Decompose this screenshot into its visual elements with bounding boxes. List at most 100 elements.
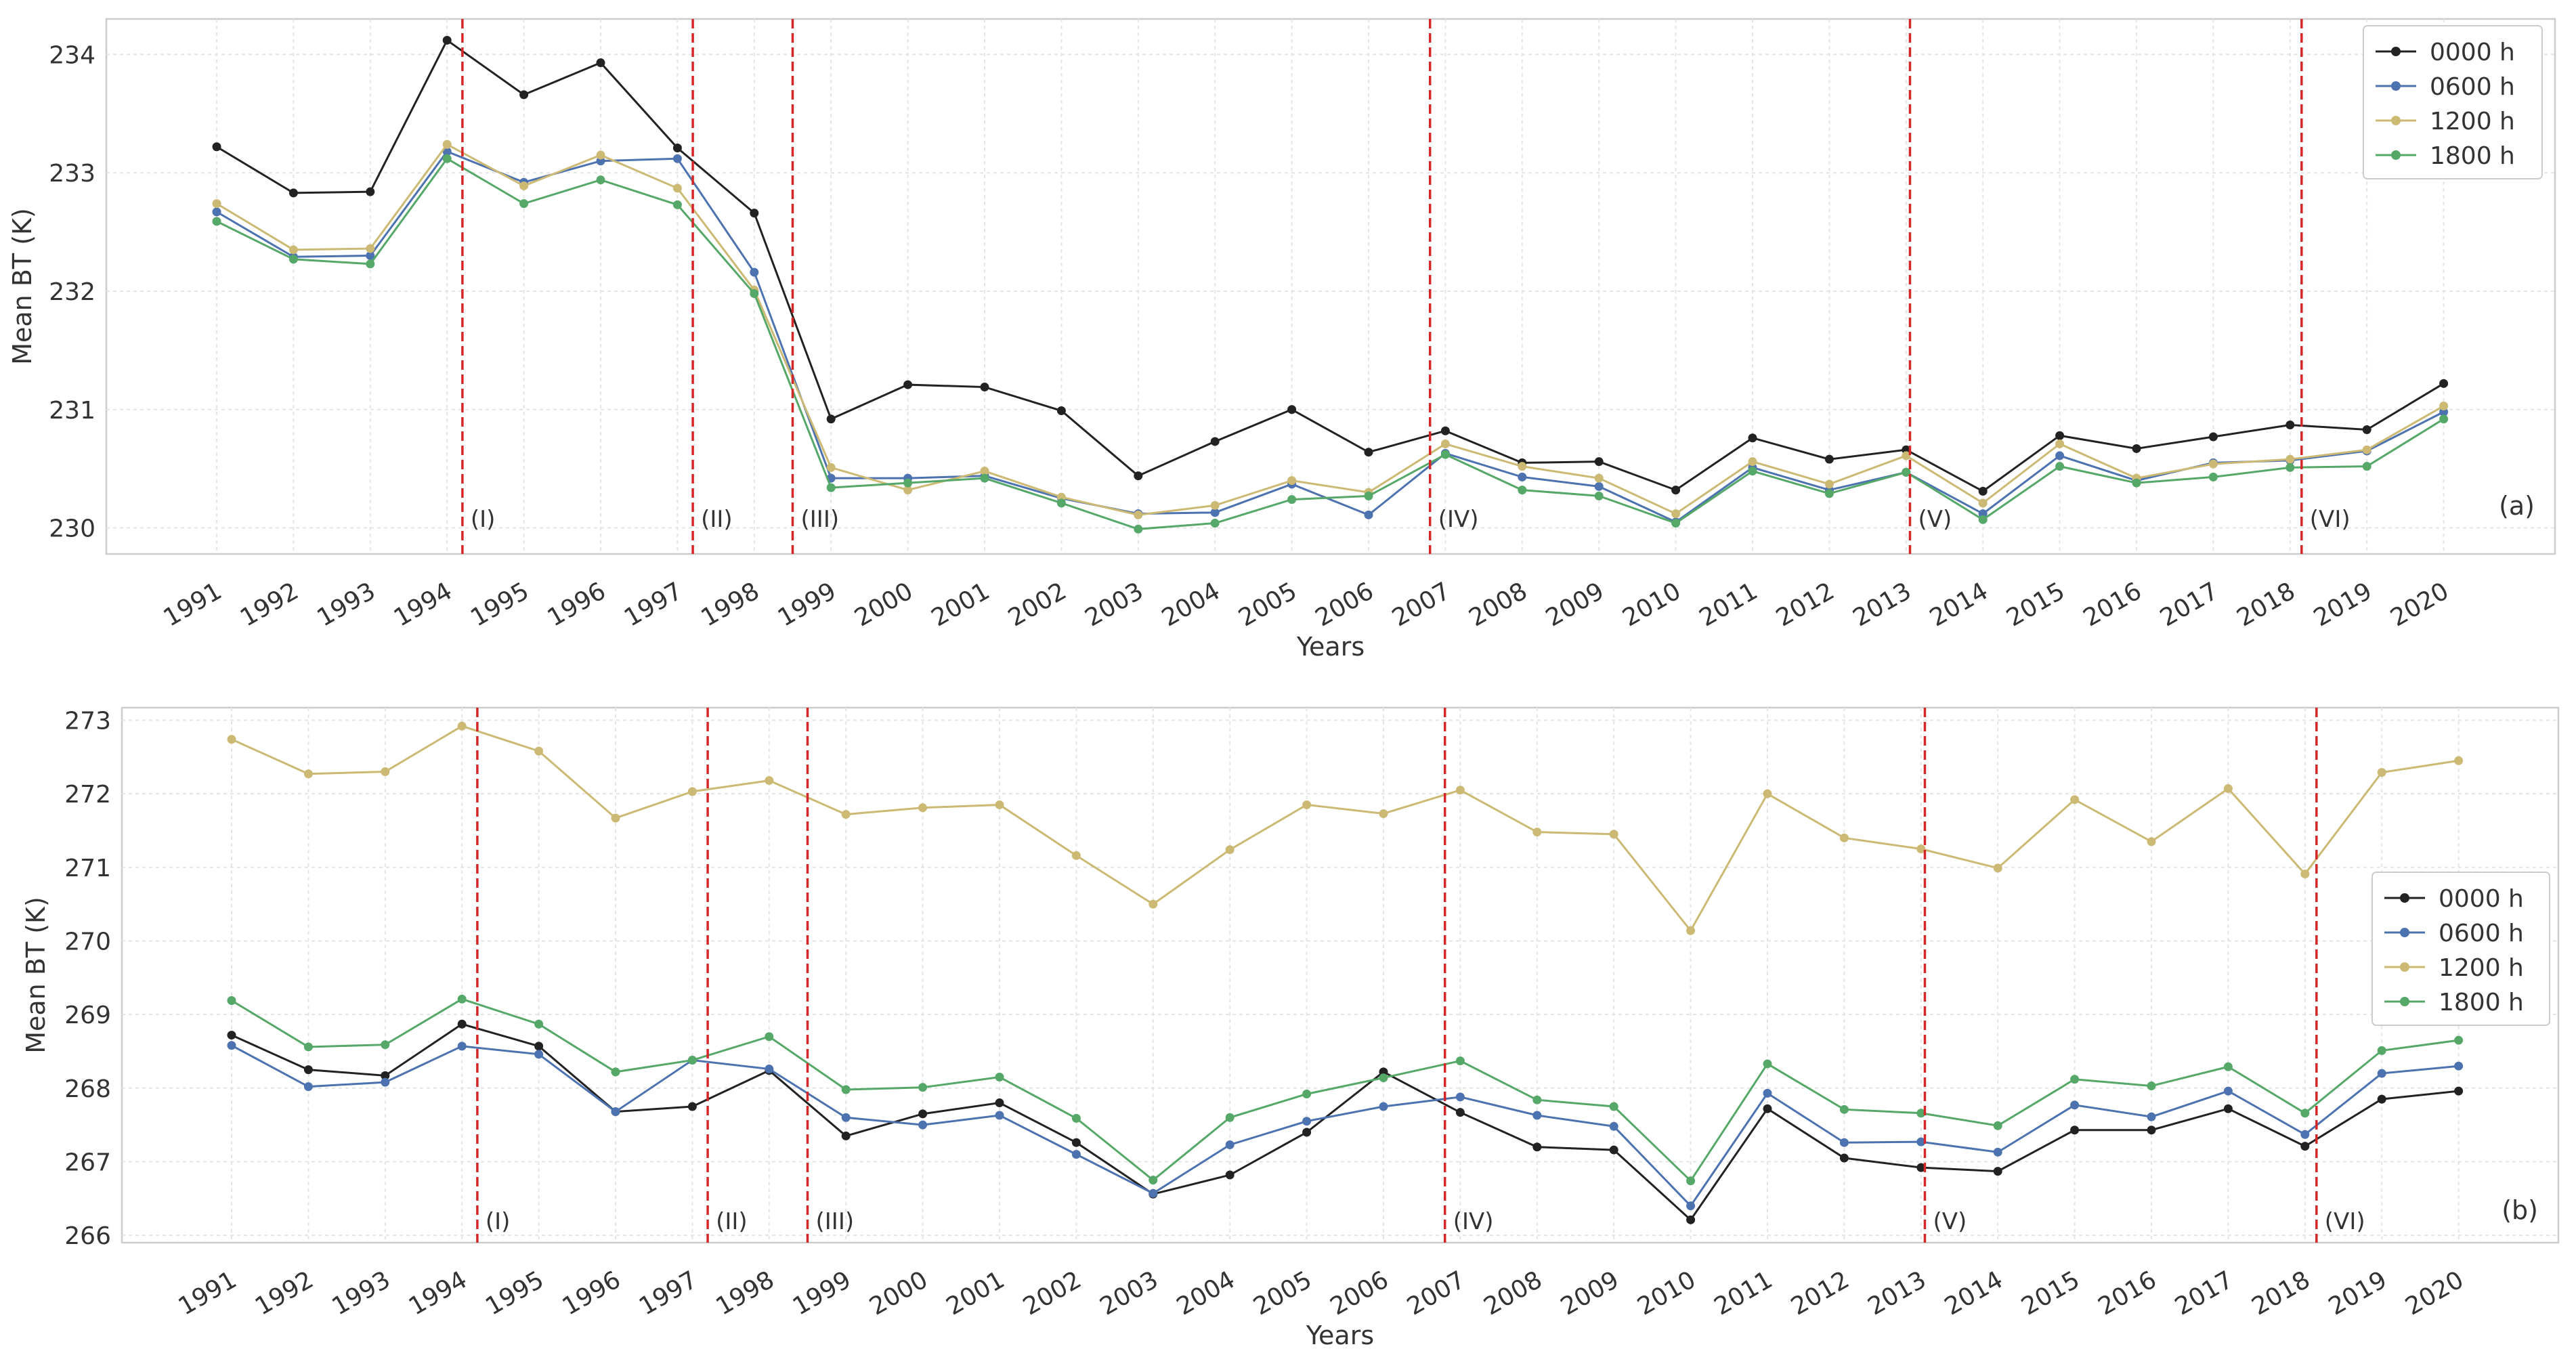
data-point [1518, 486, 1527, 495]
data-point [1594, 491, 1604, 500]
x-tick-label: 2016 [2079, 577, 2147, 632]
event-label: (III) [801, 506, 840, 533]
x-tick-label: 2000 [850, 577, 918, 632]
event-label: (II) [701, 506, 733, 533]
data-point [2055, 439, 2065, 448]
data-point [303, 1065, 313, 1075]
data-point [841, 810, 851, 819]
series-line-0600-h [231, 1044, 2459, 1208]
x-tick-label: 2004 [1172, 1266, 1240, 1321]
legend-entry: 1200 h [2430, 108, 2515, 135]
data-point [227, 1041, 236, 1050]
data-point [457, 1042, 467, 1051]
series-line-0000-h [216, 39, 2445, 493]
data-point [2362, 425, 2371, 434]
x-tick-label: 1994 [404, 1266, 472, 1321]
x-tick-label: 2009 [1556, 1266, 1624, 1321]
chart-panel-b: 266 267 268 269 270 271 272 273 1991 1992 1993 1994… [21, 706, 2560, 1350]
data-point [1287, 495, 1297, 505]
data-point [212, 199, 221, 209]
data-point [1379, 809, 1388, 818]
x-tick-label: 1993 [312, 577, 380, 632]
data-point [2223, 1062, 2233, 1071]
x-tick-label: 2006 [1311, 577, 1379, 632]
data-point [611, 813, 620, 823]
data-point [1518, 462, 1527, 471]
x-tick-label: 2017 [2155, 577, 2223, 632]
y-tick-label: 267 [64, 1149, 111, 1176]
x-tick-label: 2010 [1633, 1266, 1700, 1321]
data-point [303, 1042, 313, 1052]
data-point [1225, 1170, 1235, 1180]
data-point [1225, 1140, 1235, 1149]
y-tick-label: 268 [64, 1075, 111, 1103]
y-tick-label: 269 [64, 1002, 111, 1029]
data-point [980, 383, 989, 392]
data-point [1902, 467, 1911, 477]
data-point [2285, 420, 2295, 429]
data-point [1993, 1167, 2002, 1176]
data-point [534, 746, 544, 756]
data-point [980, 473, 989, 483]
data-point [303, 769, 313, 779]
data-point [2055, 462, 2065, 471]
data-point [1748, 457, 1757, 467]
data-point [1149, 1176, 1158, 1185]
data-point [841, 1085, 851, 1094]
data-point [672, 184, 682, 193]
event-label: (V) [1933, 1208, 1967, 1235]
data-point [1134, 471, 1143, 481]
data-point [381, 1040, 390, 1050]
data-point [2300, 1109, 2310, 1118]
series-line-1800-h [231, 998, 2459, 1183]
x-tick-label: 2011 [1710, 1266, 1778, 1321]
data-point [765, 1065, 774, 1074]
series-line-1800-h [216, 157, 2445, 530]
data-point [2439, 414, 2449, 424]
x-tick-label: 2003 [1095, 1266, 1163, 1321]
data-point [903, 486, 913, 495]
legend-entry: 0600 h [2439, 920, 2524, 947]
data-point [1302, 1128, 1312, 1137]
data-point [227, 995, 236, 1005]
data-point [995, 1098, 1004, 1108]
data-point [1978, 498, 1988, 508]
data-point [1532, 828, 1542, 837]
x-tick-label: 2008 [1464, 577, 1532, 632]
data-point [2070, 795, 2080, 805]
data-point [1379, 1102, 1388, 1111]
legend-entry: 1200 h [2439, 954, 2524, 982]
legend-entry: 0000 h [2439, 885, 2524, 913]
x-tick-label: 2016 [2094, 1266, 2162, 1321]
data-point [227, 1031, 236, 1040]
data-point [1210, 519, 1220, 528]
data-point [2377, 1046, 2386, 1055]
data-point [1440, 439, 1450, 448]
data-point [1839, 833, 1849, 842]
event-label: (II) [716, 1208, 748, 1235]
plot-area [121, 706, 2560, 1244]
data-point [596, 150, 605, 160]
y-tick-label: 266 [64, 1222, 111, 1250]
data-point [1839, 1153, 1849, 1163]
data-point [2055, 431, 2065, 440]
data-point [2439, 379, 2449, 388]
data-point [1532, 1111, 1542, 1120]
x-tick-label: 2015 [2017, 1266, 2084, 1321]
data-point [519, 90, 529, 100]
data-point [1671, 519, 1681, 528]
data-point [2362, 445, 2371, 454]
data-point [1364, 510, 1373, 519]
x-tick-label: 1997 [620, 577, 687, 632]
data-point [2454, 756, 2464, 765]
data-point [903, 380, 913, 389]
data-point [1210, 500, 1220, 510]
event-label: (I) [471, 506, 496, 533]
data-point [1532, 1095, 1542, 1105]
x-tick-label: 2005 [1249, 1266, 1316, 1321]
data-point [1056, 406, 1066, 416]
data-point [1134, 510, 1143, 519]
data-point [1071, 1138, 1081, 1147]
data-point [672, 144, 682, 153]
series-line-1200-h [216, 143, 2445, 516]
